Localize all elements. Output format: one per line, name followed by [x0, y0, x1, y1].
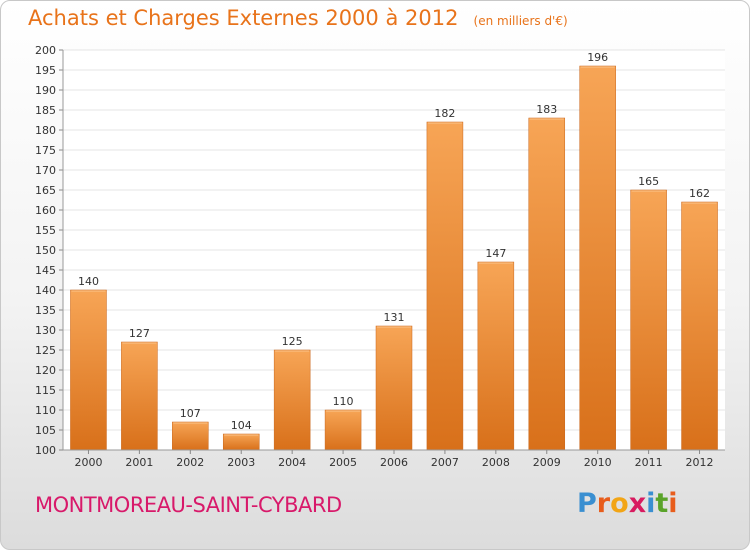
y-tick-label: 155: [35, 224, 56, 237]
x-tick-label: 2001: [125, 456, 153, 469]
y-tick-label: 175: [35, 144, 56, 157]
logo-letter: i: [668, 488, 678, 519]
y-tick-label: 125: [35, 344, 56, 357]
data-label: 140: [78, 275, 99, 288]
x-tick-label: 2011: [635, 456, 663, 469]
y-tick-label: 115: [35, 384, 56, 397]
y-tick-label: 180: [35, 124, 56, 137]
y-tick-label: 160: [35, 204, 56, 217]
logo-letter: x: [628, 488, 647, 519]
x-tick-label: 2005: [329, 456, 357, 469]
data-label: 104: [231, 419, 252, 432]
y-tick-label: 120: [35, 364, 56, 377]
bar-2009: [528, 117, 566, 451]
data-label: 147: [485, 247, 506, 260]
y-axis: 100 105 110 115 120 125 130 135 140 145 150 155 160 1…: [35, 44, 64, 457]
chart-title: Achats et Charges Externes 2000 à 2012: [28, 6, 459, 30]
data-label: 127: [129, 327, 150, 340]
bars: 140 127 107 104 125 110 131 182 147 183 196 165 162: [70, 51, 718, 451]
x-tick-label: 2012: [686, 456, 714, 469]
chart-header: Achats et Charges Externes 2000 à 2012 (…: [28, 6, 568, 30]
bar-2010: [579, 65, 616, 451]
data-label: 110: [333, 395, 354, 408]
data-label: 196: [587, 51, 608, 64]
x-tick-label: 2010: [584, 456, 612, 469]
data-label: 183: [536, 103, 557, 116]
bar-2008: [477, 261, 515, 451]
x-tick-label: 2006: [380, 456, 408, 469]
y-tick-label: 200: [35, 44, 56, 57]
data-label: 107: [180, 407, 201, 420]
chart-unit: (en milliers d'€): [473, 14, 568, 28]
y-tick-label: 190: [35, 84, 56, 97]
bar-2000: [70, 289, 107, 451]
bar-2004: [273, 349, 311, 451]
y-tick-label: 105: [35, 424, 56, 437]
y-tick-label: 145: [35, 264, 56, 277]
y-tick-label: 165: [35, 184, 56, 197]
bar-2003: [222, 433, 260, 451]
x-tick-label: 2003: [227, 456, 255, 469]
y-tick-label: 150: [35, 244, 56, 257]
data-label: 182: [434, 107, 455, 120]
proxiti-logo: Proxiti: [577, 488, 678, 519]
y-tick-label: 130: [35, 324, 56, 337]
logo-letter: o: [610, 488, 629, 519]
x-tick-label: 2009: [533, 456, 561, 469]
data-label: 162: [689, 187, 710, 200]
y-tick-label: 140: [35, 284, 56, 297]
bar-2012: [681, 201, 718, 451]
bar-2007: [426, 121, 464, 451]
x-axis: 2000 2001 2002 2003 2004 2005 2006 2007 2008 2009…: [63, 449, 725, 469]
bar-2002: [172, 421, 209, 451]
data-label: 125: [282, 335, 303, 348]
y-tick-label: 195: [35, 64, 56, 77]
x-tick-label: 2002: [176, 456, 204, 469]
logo-letter: t: [655, 488, 669, 519]
logo-letter: r: [596, 488, 611, 519]
logo-letter: i: [646, 488, 656, 519]
x-tick-label: 2004: [278, 456, 306, 469]
y-tick-label: 135: [35, 304, 56, 317]
data-label: 131: [384, 311, 405, 324]
x-tick-label: 2007: [431, 456, 459, 469]
y-tick-label: 185: [35, 104, 56, 117]
y-tick-label: 100: [35, 444, 56, 457]
bar-2005: [324, 409, 362, 451]
bar-2011: [630, 189, 667, 451]
commune-name: MONTMOREAU-SAINT-CYBARD: [35, 493, 342, 517]
x-tick-label: 2008: [482, 456, 510, 469]
logo-letter: P: [577, 488, 597, 519]
data-label: 165: [638, 175, 659, 188]
bar-2001: [121, 341, 158, 451]
y-tick-label: 170: [35, 164, 56, 177]
y-tick-label: 110: [35, 404, 56, 417]
bar-2006: [375, 325, 413, 451]
x-tick-label: 2000: [74, 456, 102, 469]
